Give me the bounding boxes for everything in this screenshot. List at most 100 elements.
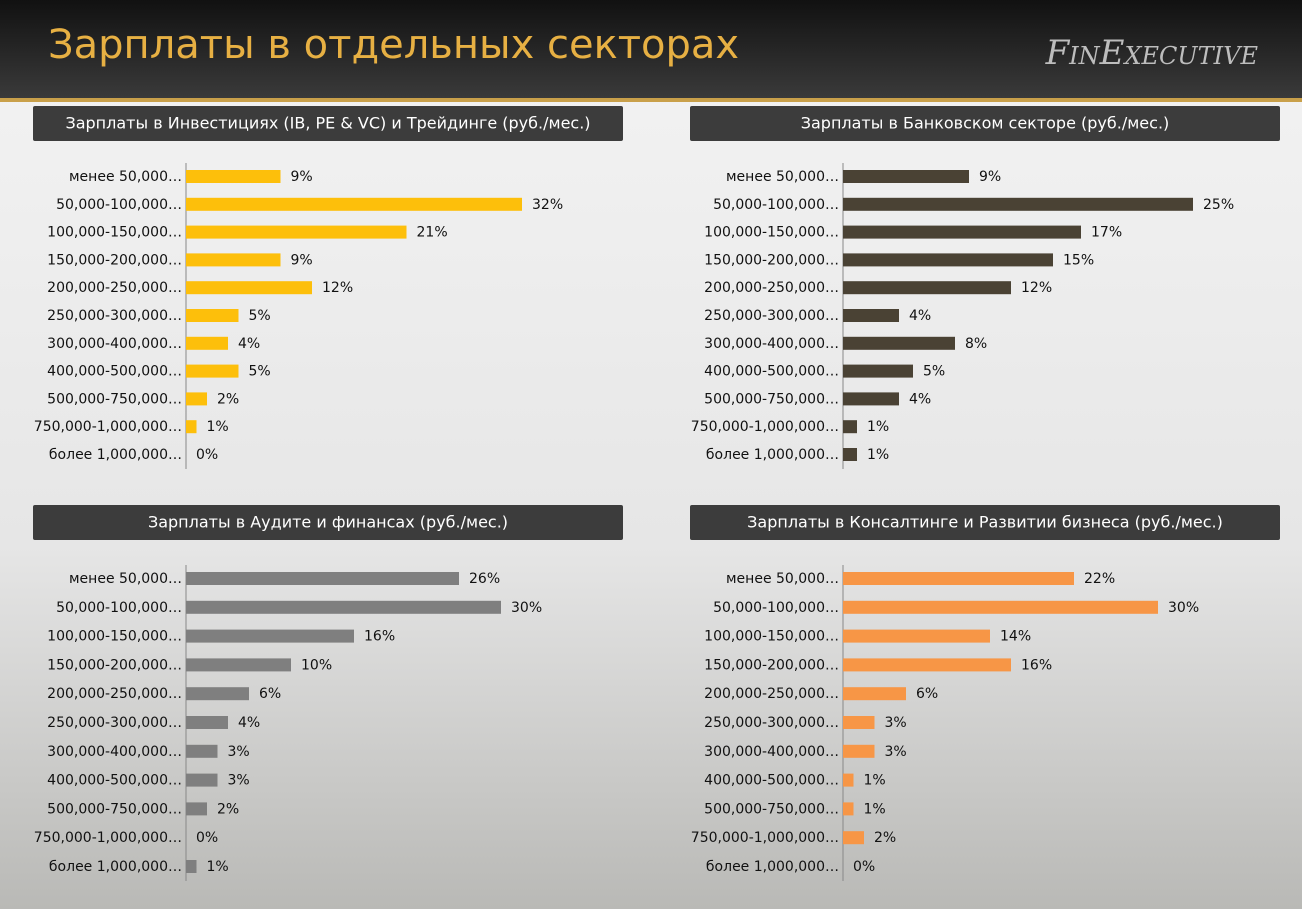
value-label: 14% [1000, 629, 1031, 645]
bar [843, 629, 990, 643]
value-label: 6% [916, 686, 938, 702]
bar [843, 170, 969, 183]
panel-title-bar [690, 106, 1280, 141]
category-label: 200,000-250,000… [47, 280, 182, 296]
category-label: 50,000-100,000… [56, 197, 182, 213]
value-label: 15% [1063, 252, 1094, 268]
category-label: 50,000-100,000… [713, 600, 839, 616]
category-label: 100,000-150,000… [47, 225, 182, 241]
charts: Зарплаты в Инвестициях (IB, PE & VC) и Т… [33, 106, 1280, 881]
category-label: 250,000-300,000… [704, 715, 839, 731]
bar [186, 281, 312, 295]
value-label: 9% [291, 252, 313, 268]
value-label: 9% [291, 169, 313, 185]
category-label: 150,000-200,000… [704, 657, 839, 673]
category-label: 50,000-100,000… [713, 197, 839, 213]
category-label: 500,000-750,000… [47, 391, 182, 407]
value-label: 1% [864, 801, 886, 817]
logo: FinExecutive [1045, 33, 1259, 73]
value-label: 22% [1084, 571, 1115, 587]
value-label: 5% [249, 364, 271, 380]
value-label: 12% [1021, 280, 1052, 296]
panel-title-bar [33, 505, 623, 540]
category-label: менее 50,000… [726, 571, 839, 587]
bar [186, 773, 218, 787]
bar [186, 336, 228, 350]
bar [843, 802, 854, 816]
category-label: 250,000-300,000… [47, 308, 182, 324]
bar [843, 773, 854, 787]
value-label: 12% [322, 280, 353, 296]
category-label: 400,000-500,000… [47, 773, 182, 789]
bar [186, 658, 291, 672]
bar [186, 170, 281, 183]
bar [186, 687, 249, 701]
value-label: 9% [979, 169, 1001, 185]
value-label: 3% [228, 773, 250, 789]
bar [843, 392, 899, 406]
category-label: 750,000-1,000,000… [691, 830, 839, 846]
value-label: 1% [207, 419, 229, 435]
bar [186, 420, 197, 434]
value-label: 1% [867, 447, 889, 463]
value-label: 21% [417, 225, 448, 241]
category-label: 300,000-400,000… [47, 336, 182, 352]
category-label: 400,000-500,000… [47, 364, 182, 380]
bar [186, 392, 207, 406]
panel-title: Зарплаты в Консалтинге и Развитии бизнес… [747, 513, 1223, 532]
value-label: 17% [1091, 225, 1122, 241]
header-rule [0, 98, 1302, 102]
bar [843, 253, 1053, 267]
bar [186, 629, 354, 643]
value-label: 5% [923, 364, 945, 380]
panel-title-bar [690, 505, 1280, 540]
category-label: 250,000-300,000… [704, 308, 839, 324]
bar [843, 225, 1081, 239]
category-label: 300,000-400,000… [47, 744, 182, 760]
bar [186, 860, 197, 873]
category-label: 400,000-500,000… [704, 364, 839, 380]
bar [843, 309, 899, 322]
category-label: 200,000-250,000… [704, 280, 839, 296]
value-label: 3% [228, 744, 250, 760]
value-label: 30% [511, 600, 542, 616]
bar [186, 253, 281, 267]
value-label: 0% [853, 859, 875, 875]
value-label: 26% [469, 571, 500, 587]
category-label: 500,000-750,000… [704, 391, 839, 407]
category-label: более 1,000,000… [49, 859, 182, 875]
value-label: 4% [909, 308, 931, 324]
value-label: 3% [885, 715, 907, 731]
value-label: 2% [874, 830, 896, 846]
category-label: 300,000-400,000… [704, 744, 839, 760]
value-label: 1% [207, 859, 229, 875]
category-label: более 1,000,000… [706, 859, 839, 875]
panel-title-bar [33, 106, 623, 141]
category-label: 200,000-250,000… [704, 686, 839, 702]
value-label: 16% [1021, 657, 1052, 673]
category-label: 150,000-200,000… [47, 657, 182, 673]
bar [186, 716, 228, 729]
category-label: 150,000-200,000… [47, 252, 182, 268]
bar [843, 420, 857, 434]
value-label: 8% [965, 336, 987, 352]
category-label: 750,000-1,000,000… [34, 830, 182, 846]
bar [186, 600, 501, 614]
header-bar [0, 0, 1302, 98]
bar [843, 572, 1074, 585]
bar [186, 572, 459, 585]
category-label: 50,000-100,000… [56, 600, 182, 616]
category-label: 300,000-400,000… [704, 336, 839, 352]
bar [843, 831, 864, 845]
bar [186, 225, 407, 239]
bar [186, 197, 522, 211]
value-label: 25% [1203, 197, 1234, 213]
value-label: 0% [196, 447, 218, 463]
bar [843, 364, 913, 378]
bar [843, 448, 857, 461]
value-label: 5% [249, 308, 271, 324]
category-label: более 1,000,000… [706, 447, 839, 463]
bar [843, 600, 1158, 614]
category-label: 500,000-750,000… [47, 801, 182, 817]
